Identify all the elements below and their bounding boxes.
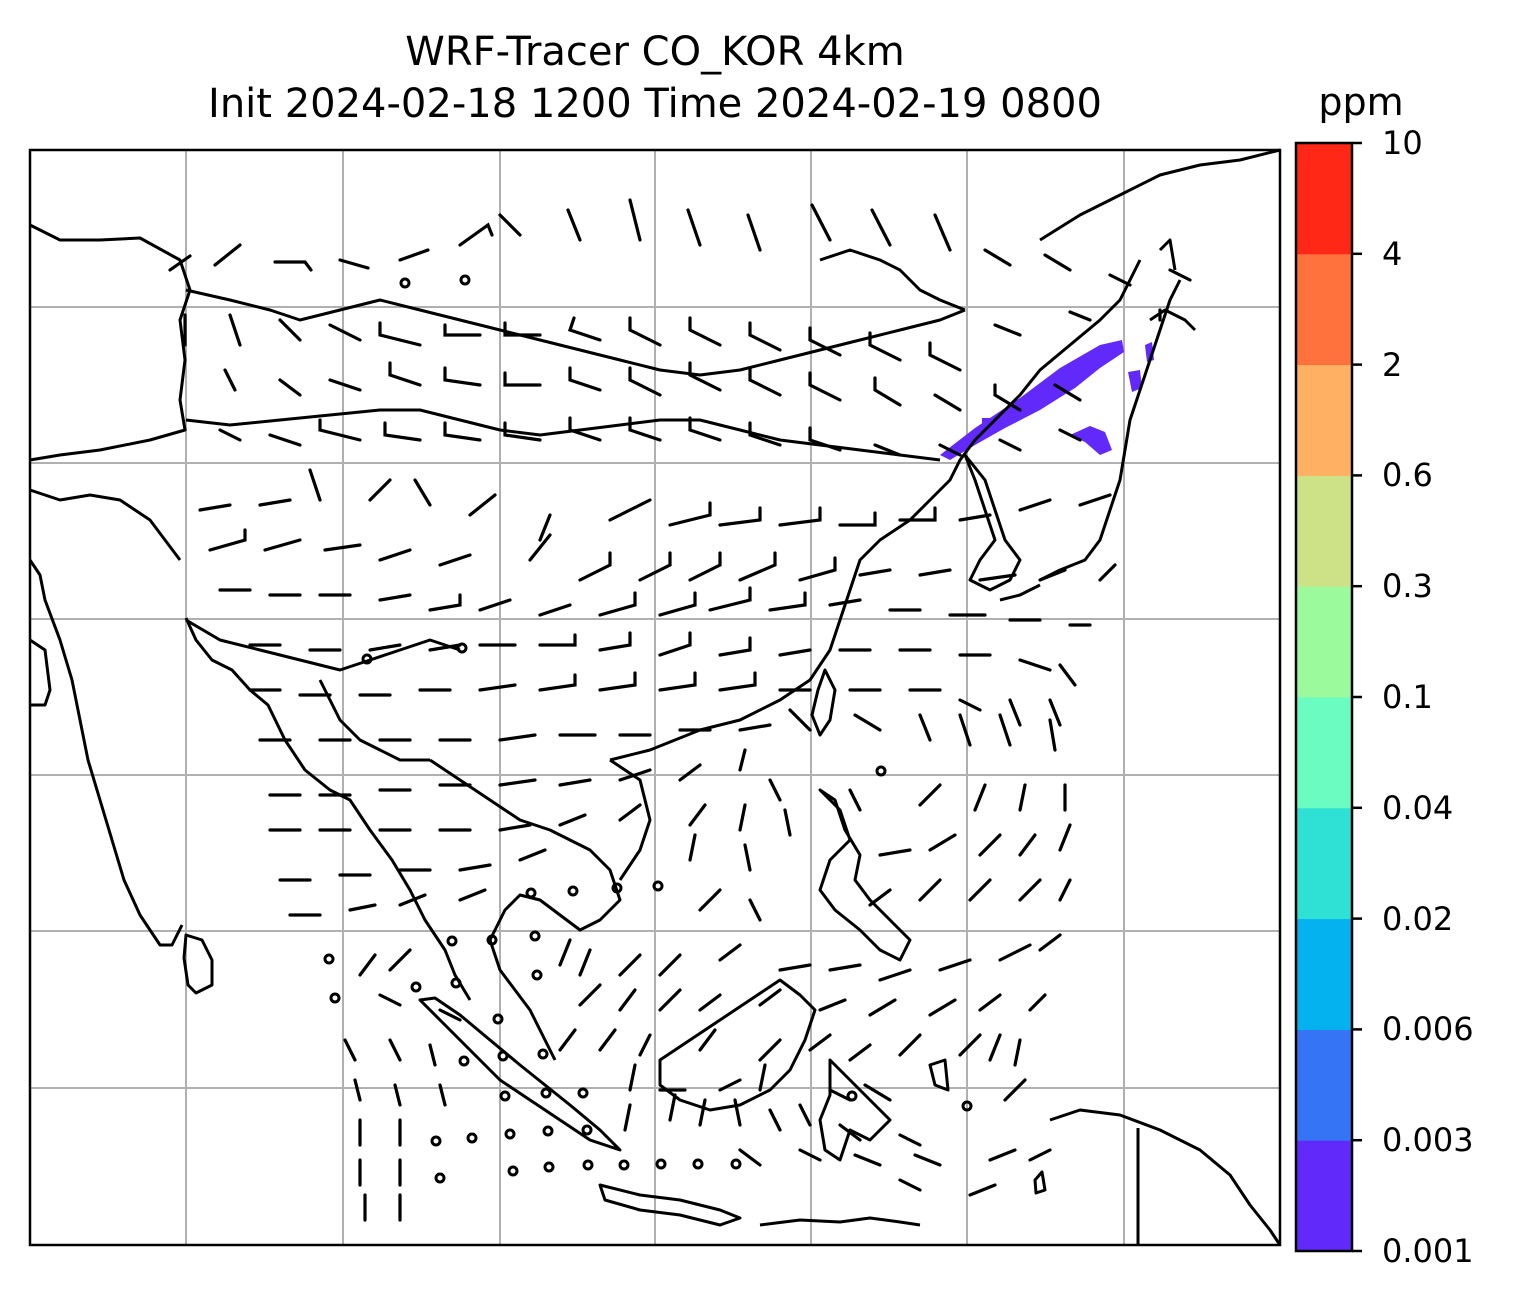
colorbar-tick-label: 10 <box>1382 124 1423 162</box>
colorbar-tick-label: 4 <box>1382 234 1403 273</box>
title-line-2: Init 2024-02-18 1200 Time 2024-02-19 080… <box>208 81 1102 127</box>
colorbar-tick-label: 0.3 <box>1382 567 1433 606</box>
calm-wind-markers <box>323 274 973 1184</box>
colorbar-segment <box>1296 807 1352 920</box>
colorbar-segment <box>1296 586 1352 698</box>
colorbar <box>1294 141 1362 1253</box>
colorbar-segment <box>1296 1029 1352 1141</box>
colorbar-tick-label: 0.006 <box>1382 1010 1474 1049</box>
colorbar-segment <box>1296 143 1352 255</box>
colorbar-tick-label: 0.001 <box>1382 1232 1474 1270</box>
colorbar-tick-label: 0.04 <box>1382 788 1454 827</box>
colorbar-tick-label: 0.003 <box>1382 1121 1474 1160</box>
colorbar-tick-label: 0.6 <box>1382 456 1433 495</box>
colorbar-tick-label: 0.02 <box>1382 899 1454 938</box>
colorbar-unit-label: ppm <box>1318 80 1404 124</box>
title-line-1: WRF-Tracer CO_KOR 4km <box>405 29 905 75</box>
colorbar-segment <box>1296 918 1352 1030</box>
colorbar-segment <box>1296 364 1352 476</box>
wind-barbs <box>168 198 1192 1222</box>
colorbar-segment <box>1296 475 1352 587</box>
colorbar-segment <box>1296 253 1352 366</box>
colorbar-tick-label: 0.1 <box>1382 678 1433 716</box>
map-title: WRF-Tracer CO_KOR 4km Init 2024-02-18 12… <box>30 26 1280 130</box>
colorbar-segment <box>1296 1140 1352 1252</box>
colorbar-tick-label: 2 <box>1382 345 1403 384</box>
colorbar-segment <box>1296 697 1352 809</box>
coastlines <box>28 148 1282 1246</box>
gridlines <box>30 150 1280 1245</box>
map-frame <box>28 148 1282 1247</box>
